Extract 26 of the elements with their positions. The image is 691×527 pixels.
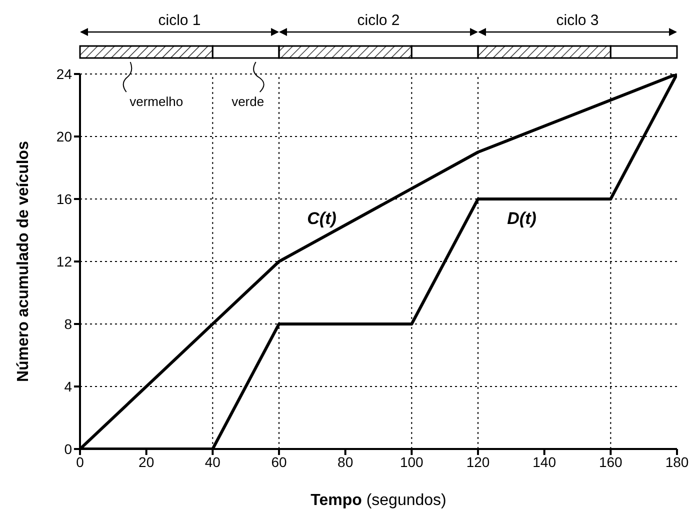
text: ciclo 1	[158, 12, 201, 29]
annotation: verde	[232, 94, 264, 109]
y-tick-label: 4	[64, 378, 72, 394]
annotation: D(t)	[507, 209, 537, 228]
x-axis-title: Tempo (segundos)	[310, 492, 446, 509]
x-tick-label: 80	[338, 454, 354, 470]
text: ciclo 3	[556, 12, 599, 29]
y-tick-label: 24	[56, 66, 72, 82]
x-tick-label: 100	[400, 454, 424, 470]
x-tick-label: 120	[466, 454, 490, 470]
y-tick-label: 16	[56, 190, 72, 207]
x-tick-label: 0	[76, 454, 84, 470]
x-tick-label: 60	[271, 454, 287, 470]
x-tick-label: 40	[204, 454, 221, 470]
x-tick-label: 20	[138, 454, 154, 470]
text: ciclo 2	[357, 12, 400, 29]
y-tick-label: 0	[64, 440, 72, 457]
y-axis-title: Número acumulado de veículos	[15, 140, 32, 382]
y-tick-label: 12	[56, 253, 72, 270]
y-tick-label: 8	[64, 316, 72, 332]
annotation: vermelho	[130, 94, 184, 109]
y-tick-label: 20	[56, 128, 72, 144]
x-tick-label: 140	[532, 454, 556, 470]
x-tick-label: 160	[598, 454, 623, 470]
annotation: C(t)	[307, 209, 337, 228]
x-tick-label: 180	[665, 454, 689, 470]
